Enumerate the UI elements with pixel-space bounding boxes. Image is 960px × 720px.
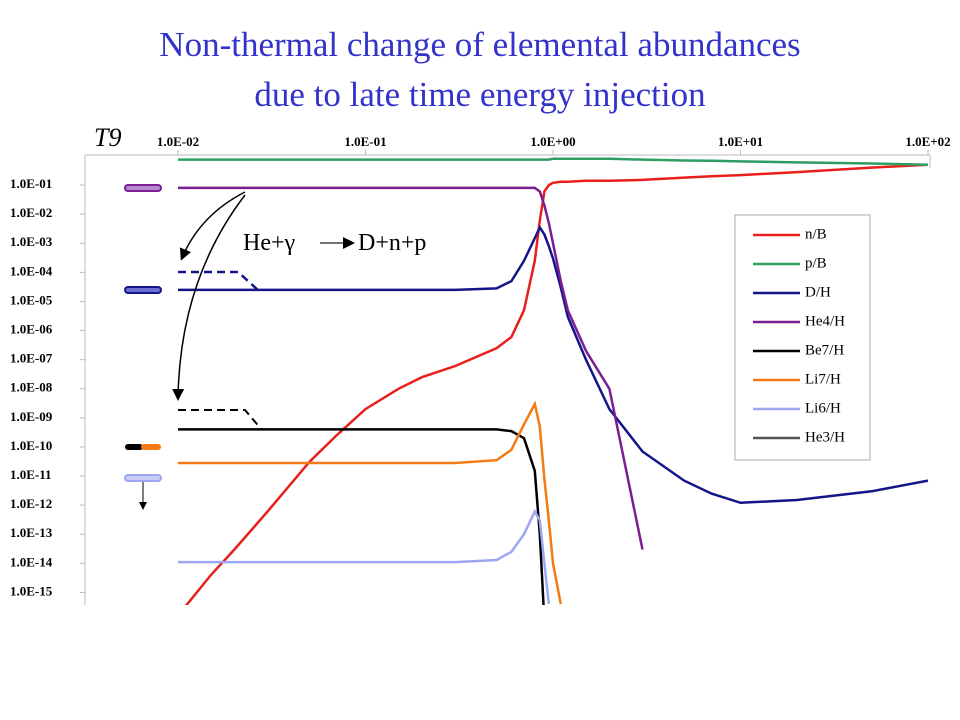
y-tick-label: 1.0E-04: [10, 263, 53, 278]
y-tick-label: 1.0E-13: [10, 525, 53, 540]
series-line: [178, 157, 929, 166]
y-tick-label: 1.0E-05: [10, 292, 53, 307]
series-line: [178, 224, 929, 505]
chart-title: Non-thermal change of elemental abundanc…: [159, 25, 800, 64]
x-tick-label: 1.0E-01: [344, 134, 386, 149]
legend-label: Be7/H: [805, 342, 844, 358]
series-line: [184, 163, 929, 605]
y-tick-label: 1.0E-11: [10, 467, 52, 482]
y-tick-label: 1.0E-15: [10, 583, 53, 598]
y-tick-label: 1.0E-06: [10, 322, 53, 337]
y-tick-label: 1.0E-10: [10, 438, 52, 453]
legend-label: Li6/H: [805, 400, 841, 416]
series-line: [178, 400, 563, 605]
y-tick-label: 1.0E-08: [10, 380, 53, 395]
y-tick-label: 1.0E-07: [10, 351, 53, 366]
annotation: D+n+p: [358, 230, 426, 256]
x-tick-label: 1.0E+02: [905, 134, 950, 149]
legend-label: p/B: [805, 255, 827, 271]
series-line: [178, 428, 545, 605]
y-tick-label: 1.0E-01: [10, 176, 52, 191]
y-tick-label: 1.0E-09: [10, 409, 53, 424]
legend-label: D/H: [805, 284, 831, 300]
y-tick-label: 1.0E-14: [10, 554, 53, 569]
legend-label: n/B: [805, 226, 827, 242]
y-tick-label: 1.0E-12: [10, 496, 52, 511]
x-axis-label: T9: [94, 123, 121, 152]
legend-label: Li7/H: [805, 371, 841, 387]
initial-markers: [124, 184, 355, 510]
x-tick-label: 1.0E-02: [157, 134, 199, 149]
x-tick-label: 1.0E+01: [718, 134, 763, 149]
legend-label: He3/H: [805, 429, 845, 445]
y-tick-label: 1.0E-02: [10, 205, 52, 220]
x-tick-label: 1.0E+00: [530, 134, 575, 149]
series-line: [178, 508, 551, 605]
legend-label: He4/H: [805, 313, 845, 329]
annotation: He+γ: [243, 230, 296, 256]
series-line: [178, 186, 644, 550]
chart-title: due to late time energy injection: [254, 75, 705, 114]
y-tick-label: 1.0E-03: [10, 234, 53, 249]
legend: [734, 214, 871, 461]
plot-area: [178, 157, 929, 605]
